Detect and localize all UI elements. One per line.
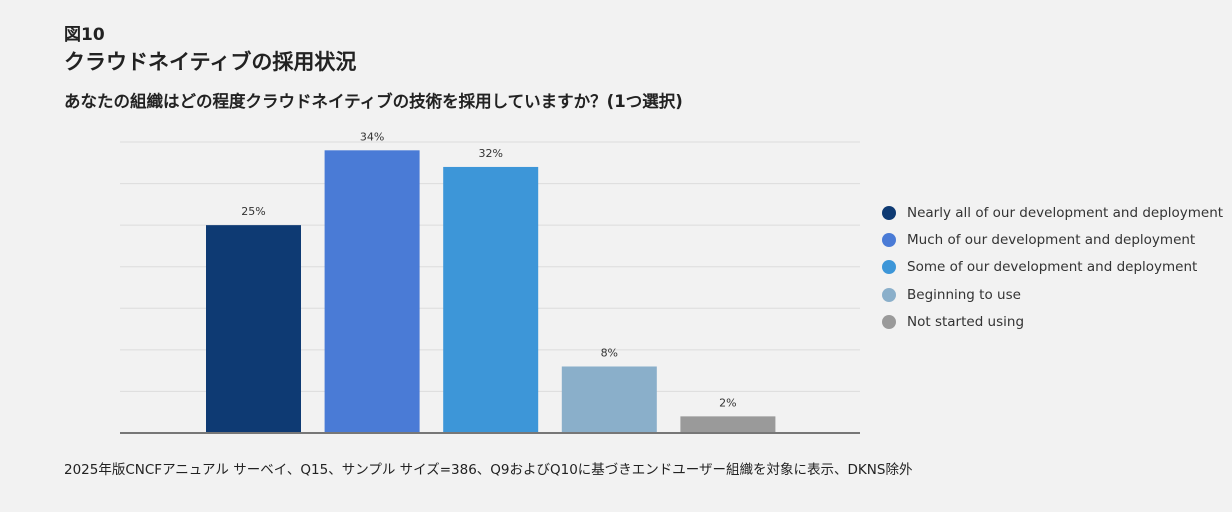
data-label: 32% — [478, 147, 502, 160]
legend-item: Much of our development and deployment — [882, 226, 1223, 253]
legend-item: Nearly all of our development and deploy… — [882, 199, 1223, 226]
bar-5 — [680, 416, 776, 433]
legend-label: Not started using — [907, 313, 1025, 330]
legend-swatch — [882, 232, 896, 247]
legend-swatch — [882, 205, 896, 220]
chart-title: クラウドネイティブの採用状況 — [64, 50, 357, 74]
legend-item: Some of our development and deployment — [882, 254, 1223, 281]
bar-4 — [561, 366, 657, 433]
bar-1 — [206, 225, 301, 433]
legend-label: Much of our development and deployment — [907, 231, 1196, 248]
legend-label: Nearly all of our development and deploy… — [907, 204, 1224, 221]
legend-item: Not started using — [882, 308, 1223, 335]
legend-swatch — [882, 260, 896, 275]
figure-label: 図10 — [64, 25, 105, 45]
bar-3 — [443, 166, 539, 433]
legend-swatch — [882, 314, 896, 329]
data-label: 2% — [719, 396, 736, 409]
data-label: 25% — [241, 205, 265, 218]
chart-subtitle: あなたの組織はどの程度クラウドネイティブの技術を採用していますか？(1つ選択) — [64, 92, 683, 111]
bar-2 — [324, 150, 420, 434]
legend: Nearly all of our development and deploy… — [882, 199, 1223, 335]
legend-item: Beginning to use — [882, 281, 1223, 308]
legend-label: Beginning to use — [907, 286, 1021, 303]
data-label: 34% — [360, 130, 384, 143]
footnote: 2025年版CNCFアニュアル サーベイ、Q15、サンプル サイズ=386、Q9… — [64, 462, 913, 478]
data-label: 8% — [601, 346, 618, 359]
legend-swatch — [882, 287, 896, 302]
legend-label: Some of our development and deployment — [907, 259, 1198, 276]
